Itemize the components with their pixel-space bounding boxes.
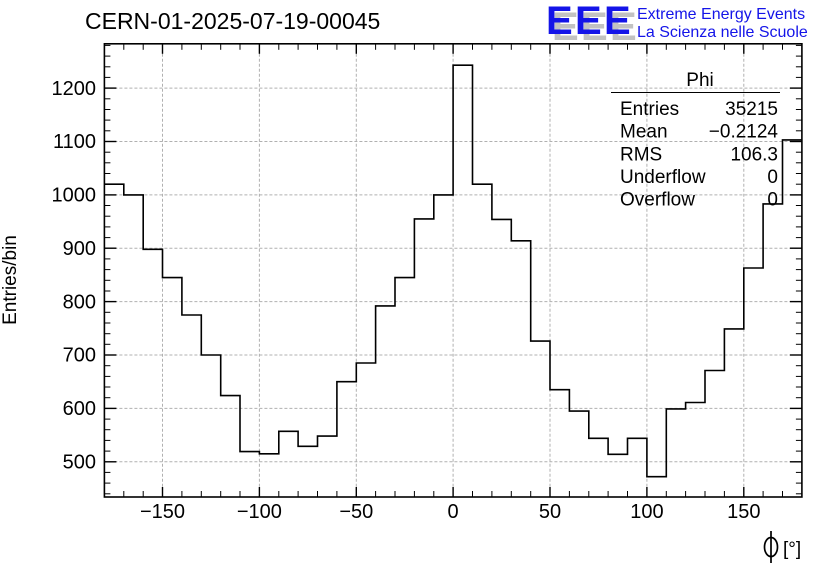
svg-text:1100: 1100 [53,131,96,153]
svg-text:800: 800 [63,291,96,313]
svg-text:900: 900 [63,238,96,260]
svg-text:106.3: 106.3 [730,145,778,166]
svg-text:[°]: [°] [783,539,801,560]
svg-text:RMS: RMS [620,145,662,166]
svg-text:50: 50 [539,501,561,523]
svg-text:0: 0 [767,190,778,211]
svg-text:Underflow: Underflow [620,167,706,188]
svg-text:0: 0 [767,167,778,188]
svg-text:35215: 35215 [725,99,778,120]
svg-text:1200: 1200 [52,78,97,100]
svg-text:Entries/bin: Entries/bin [0,235,21,325]
svg-text:1000: 1000 [52,185,97,207]
svg-text:150: 150 [727,501,760,523]
svg-text:Mean: Mean [620,122,668,143]
svg-text:0: 0 [448,501,459,523]
svg-text:−50: −50 [339,501,373,523]
svg-text:600: 600 [63,398,96,420]
svg-text:700: 700 [63,345,96,367]
svg-text:−0.2124: −0.2124 [709,122,779,143]
svg-text:−100: −100 [237,501,282,523]
svg-text:500: 500 [63,452,96,474]
svg-text:Entries: Entries [620,99,679,120]
svg-text:Overflow: Overflow [620,190,695,211]
svg-text:Phi: Phi [686,70,713,91]
svg-text:100: 100 [630,501,663,523]
svg-text:−150: −150 [140,501,185,523]
